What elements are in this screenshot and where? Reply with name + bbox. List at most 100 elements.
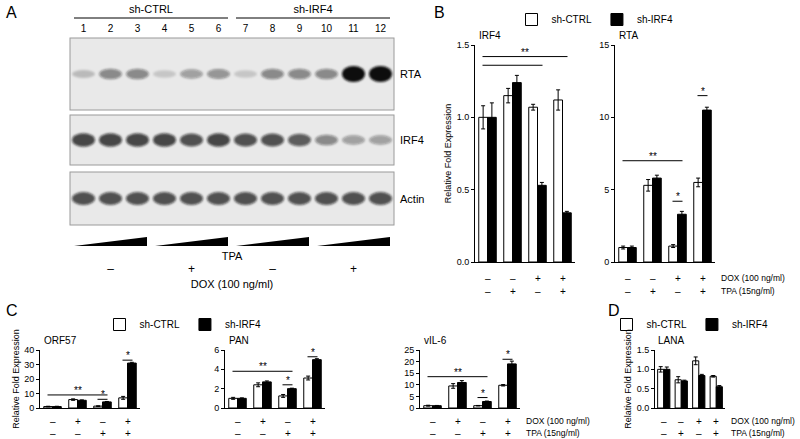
svg-text:IRF4: IRF4 [479,30,501,41]
svg-text:0.0: 0.0 [457,257,470,267]
svg-text:20: 20 [404,357,414,367]
svg-text:–: – [285,416,291,427]
svg-text:–: – [625,286,631,297]
svg-text:–: – [675,286,681,297]
svg-text:*: * [286,375,290,386]
svg-text:4: 4 [214,364,219,374]
svg-text:0: 0 [29,403,34,413]
svg-text:*: * [126,350,130,361]
svg-text:2: 2 [108,23,114,34]
svg-text:0: 0 [214,403,219,413]
svg-text:*: * [676,191,680,202]
svg-text:+: + [125,416,131,427]
svg-text:0: 0 [409,403,414,413]
svg-text:+: + [713,416,719,427]
svg-text:0.0: 0.0 [637,403,650,413]
svg-text:1.5: 1.5 [637,345,650,355]
svg-text:*: * [101,389,105,400]
svg-text:sh-CTRL: sh-CTRL [140,319,180,330]
svg-text:A: A [6,4,17,21]
svg-text:Relative Fold Expression: Relative Fold Expression [443,104,453,204]
svg-text:–: – [661,428,667,439]
svg-text:DOX (100 ng/ml): DOX (100 ng/ml) [721,273,785,283]
svg-text:vIL-6: vIL-6 [424,335,447,346]
svg-text:+: + [675,273,681,284]
svg-text:–: – [485,273,491,284]
svg-text:25: 25 [404,345,414,355]
svg-text:IRF4: IRF4 [400,134,424,146]
svg-text:sh-IRF4: sh-IRF4 [637,14,673,25]
svg-text:sh-CTRL: sh-CTRL [129,3,173,15]
svg-text:–: – [107,262,114,276]
svg-text:2: 2 [214,384,219,394]
svg-text:+: + [100,428,106,439]
svg-text:RTA: RTA [400,68,422,80]
svg-text:RTA: RTA [619,30,638,41]
svg-text:+: + [505,428,511,439]
svg-text:20: 20 [24,374,34,384]
svg-text:–: – [430,428,436,439]
svg-text:9: 9 [297,23,303,34]
svg-text:+: + [310,416,316,427]
svg-text:B: B [434,4,445,21]
svg-text:sh-IRF4: sh-IRF4 [225,319,261,330]
svg-text:–: – [50,416,56,427]
svg-text:8: 8 [270,23,276,34]
svg-text:0.5: 0.5 [457,185,470,195]
svg-text:+: + [125,428,131,439]
svg-text:+: + [535,273,541,284]
svg-text:10: 10 [599,112,609,122]
svg-text:*: * [506,349,510,360]
svg-text:4: 4 [162,23,168,34]
svg-text:–: – [430,416,436,427]
svg-text:–: – [75,428,81,439]
svg-text:30: 30 [24,360,34,370]
svg-text:*: * [701,86,705,97]
svg-text:DOX (100 ng/ml): DOX (100 ng/ml) [731,416,795,426]
svg-text:TPA (15ng/ml): TPA (15ng/ml) [721,286,775,296]
svg-text:15: 15 [599,40,609,50]
svg-text:–: – [661,416,667,427]
svg-text:**: ** [454,367,462,378]
svg-text:DOX (100 ng/ml): DOX (100 ng/ml) [526,416,590,426]
svg-text:TPA (15ng/ml): TPA (15ng/ml) [731,428,785,438]
svg-text:DOX (100 ng/ml): DOX (100 ng/ml) [191,278,274,290]
svg-text:sh-IRF4: sh-IRF4 [732,319,768,330]
svg-text:0: 0 [604,257,609,267]
svg-text:+: + [310,428,316,439]
svg-text:–: – [455,428,461,439]
svg-text:–: – [269,262,276,276]
svg-text:*: * [311,347,315,358]
svg-text:LANA: LANA [658,335,684,346]
svg-text:+: + [510,286,516,297]
svg-text:5: 5 [189,23,195,34]
svg-text:+: + [455,416,461,427]
svg-text:7: 7 [243,23,249,34]
svg-text:1.0: 1.0 [637,364,650,374]
svg-text:sh-CTRL: sh-CTRL [647,319,687,330]
svg-text:+: + [713,428,719,439]
svg-text:–: – [696,428,702,439]
svg-text:+: + [260,416,266,427]
svg-text:–: – [510,273,516,284]
svg-text:+: + [650,286,656,297]
svg-text:**: ** [259,361,267,372]
svg-text:15: 15 [404,368,414,378]
svg-text:TPA: TPA [222,250,243,262]
svg-text:40: 40 [24,345,34,355]
svg-text:–: – [480,416,486,427]
svg-text:**: ** [521,47,529,58]
svg-text:ORF57: ORF57 [44,335,77,346]
svg-text:**: ** [649,151,657,162]
svg-text:–: – [100,416,106,427]
svg-text:12: 12 [375,23,387,34]
svg-text:1: 1 [81,23,87,34]
svg-text:3: 3 [135,23,141,34]
svg-text:+: + [480,428,486,439]
svg-text:+: + [678,428,684,439]
svg-text:5: 5 [409,392,414,402]
svg-text:–: – [485,286,491,297]
svg-text:–: – [678,416,684,427]
svg-text:+: + [560,273,566,284]
svg-text:+: + [188,262,195,276]
